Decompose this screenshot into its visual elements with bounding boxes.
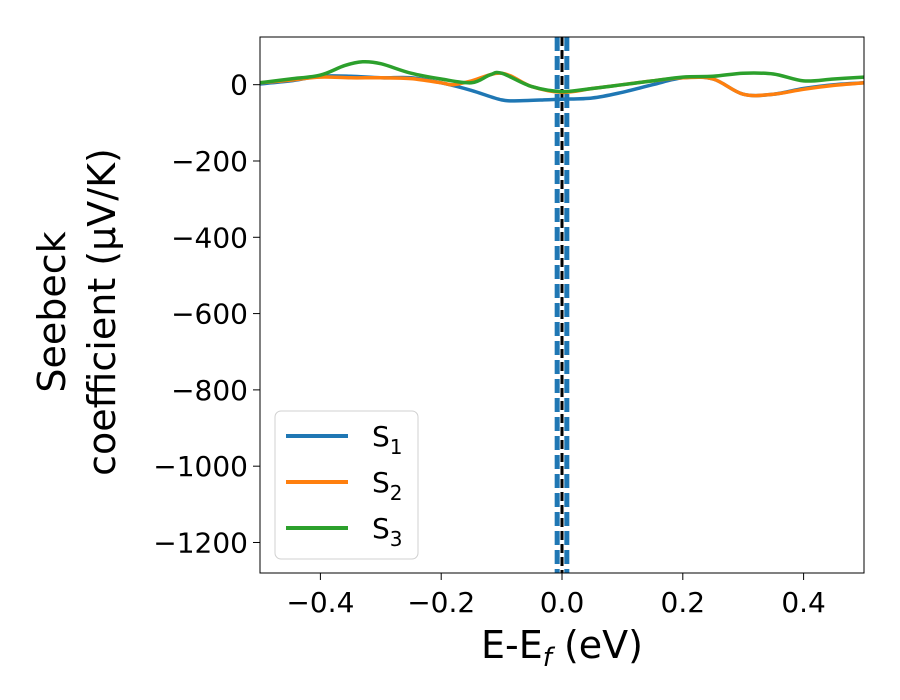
legend-label-s2: S2: [372, 466, 403, 505]
y-axis-label-line1: Seebeck: [30, 231, 74, 392]
x-tick-label: −0.2: [407, 586, 475, 619]
x-tick-label: 0.0: [540, 586, 585, 619]
legend: S1 S2 S3: [274, 410, 419, 560]
x-tick-label: 0.2: [661, 586, 706, 619]
x-tick-label: 0.4: [781, 586, 826, 619]
y-tick-label: −800: [171, 374, 248, 407]
y-tick-label: −1200: [153, 526, 248, 559]
x-axis: −0.4 −0.2 0.0 0.2 0.4: [286, 573, 826, 619]
y-axis: 0 −200 −400 −600 −800 −1000 −1200: [153, 69, 260, 559]
series-line-s3: [260, 59, 864, 94]
legend-label-s3: S3: [372, 512, 403, 551]
y-tick-label: −600: [171, 298, 248, 331]
y-tick-label: −200: [171, 145, 248, 178]
y-tick-label: 0: [230, 69, 248, 102]
legend-box: [274, 410, 419, 560]
series-lines: [260, 59, 864, 103]
x-axis-label: E-Ef (eV): [481, 623, 643, 673]
y-axis-label: Seebeck coefficient (μV/K): [30, 148, 124, 476]
y-axis-label-line2: coefficient (μV/K): [80, 148, 124, 476]
y-tick-label: −400: [171, 221, 248, 254]
legend-label-s1: S1: [372, 420, 403, 459]
y-tick-label: −1000: [153, 450, 248, 483]
x-tick-label: −0.4: [286, 586, 354, 619]
vertical-lines: [554, 37, 570, 573]
